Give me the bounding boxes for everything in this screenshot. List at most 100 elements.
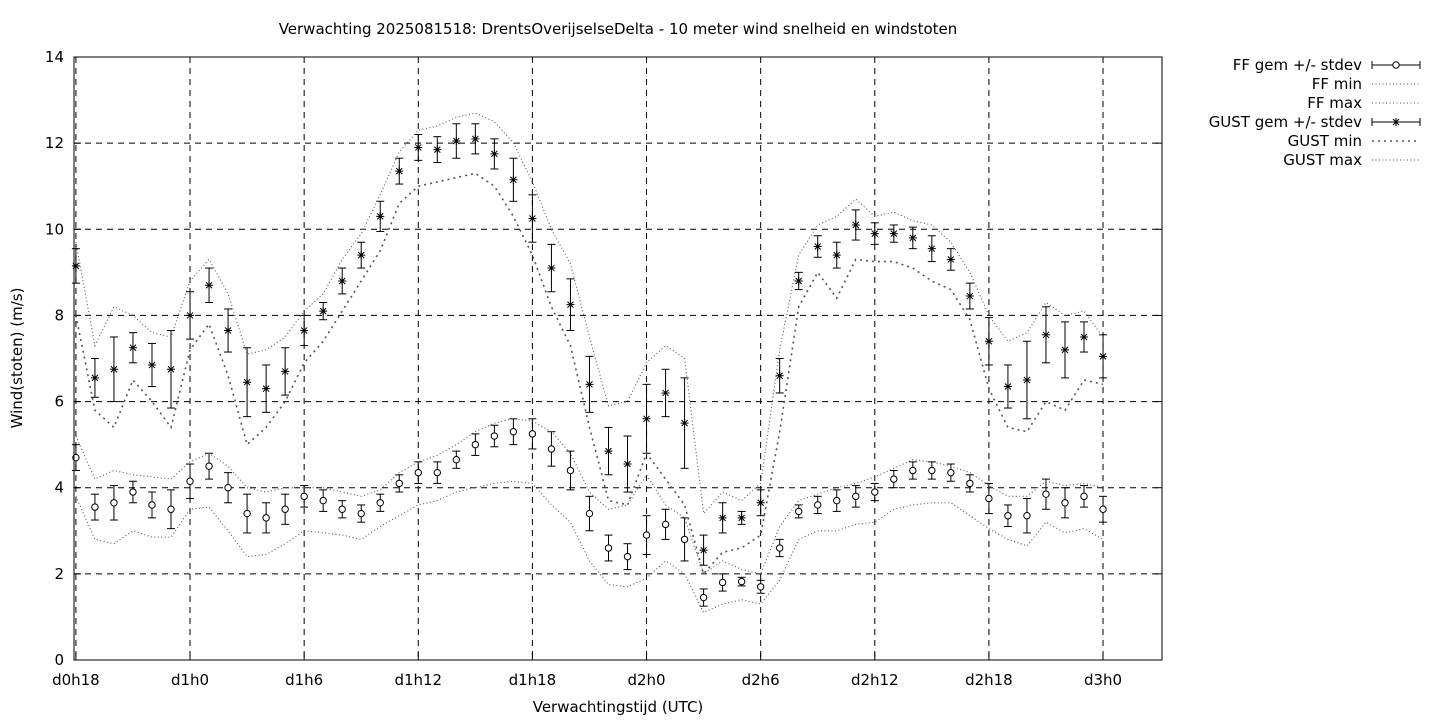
data-point-circle: [890, 475, 898, 483]
data-point-circle: [433, 468, 442, 477]
x-tick-label: d2h0: [627, 671, 665, 689]
data-point-circle: [319, 496, 327, 505]
data-point-star: [737, 513, 746, 522]
data-point-circle: [604, 544, 613, 552]
x-tick-label: d2h12: [851, 671, 899, 689]
data-point-star: [756, 498, 765, 507]
x-tick-label: d2h18: [965, 671, 1013, 689]
series-gust-min: [75, 172, 1104, 576]
data-point-star: [90, 373, 99, 382]
data-point-circle: [357, 509, 365, 518]
data-point-circle: [680, 535, 689, 544]
data-point-circle: [928, 466, 936, 475]
data-point-star: [528, 214, 537, 223]
data-point-circle: [966, 479, 974, 488]
axes: 0 2 4 6 8 10 12 14 d0h18 d1h0 d1h6 d1h12 d1h18 d2h0 d2…: [45, 48, 1162, 689]
data-point-circle: [814, 501, 822, 509]
x-tick-label: d1h18: [509, 671, 557, 689]
data-point-circle: [509, 428, 518, 436]
data-point-circle: [91, 503, 99, 511]
data-point-star: [128, 343, 137, 352]
data-point-circle: [490, 432, 499, 440]
data-point-circle: [129, 488, 137, 496]
data-point-star: [794, 276, 803, 285]
data-point-circle: [947, 468, 955, 477]
data-point-star: [109, 365, 118, 374]
legend-label: GUST max: [1283, 151, 1362, 169]
data-point-circle: [1080, 492, 1088, 501]
y-tick-label: 14: [45, 48, 64, 66]
data-point-star: [832, 251, 841, 260]
data-point-star: [851, 220, 860, 229]
data-point-star: [984, 337, 993, 346]
data-point-circle: [148, 501, 156, 509]
x-tick-label: d1h12: [394, 671, 442, 689]
data-point-circle: [718, 578, 727, 587]
data-point-circle: [775, 544, 784, 552]
data-point-star: [357, 251, 366, 260]
data-point-star: [965, 292, 974, 301]
data-point-circle: [1004, 512, 1012, 520]
data-point-circle: [1042, 490, 1050, 498]
data-point-star: [262, 384, 271, 393]
data-point-star: [186, 311, 195, 320]
legend-sample-circle: [1392, 61, 1400, 69]
data-point-circle: [1099, 505, 1107, 513]
data-point-circle: [262, 514, 270, 522]
data-point-star: [946, 255, 955, 264]
series-gust-gem-stdev: [71, 123, 1108, 566]
data-point-star: [490, 149, 499, 158]
data-point-star: [147, 360, 156, 369]
data-point-circle: [376, 499, 384, 507]
data-point-circle: [737, 577, 746, 586]
data-point-star: [870, 229, 879, 238]
data-point-star: [224, 326, 233, 335]
data-point-circle: [186, 477, 194, 485]
series-ff-max: [75, 418, 1104, 575]
data-point-star: [319, 307, 328, 316]
data-point-circle: [528, 430, 537, 438]
legend-sample-star: [1392, 118, 1400, 126]
series-line: [75, 172, 1104, 576]
data-point-circle: [1023, 512, 1031, 520]
y-tick-label: 0: [54, 651, 64, 669]
data-point-star: [547, 264, 556, 273]
data-point-star: [889, 229, 898, 238]
chart-title: Verwachting 2025081518: DrentsOverijsels…: [279, 20, 958, 38]
x-tick-label: d2h6: [742, 671, 780, 689]
x-tick-label: d1h6: [285, 671, 323, 689]
data-point-circle: [756, 583, 765, 591]
data-point-star: [414, 143, 423, 152]
data-point-circle: [566, 466, 575, 475]
legend-label: FF gem +/- stdev: [1233, 56, 1362, 74]
data-point-circle: [623, 552, 632, 561]
data-point-star: [452, 136, 461, 145]
legend-label: GUST min: [1288, 132, 1362, 150]
data-point-circle: [985, 494, 993, 503]
data-point-star: [1060, 345, 1069, 354]
legend-label: FF max: [1307, 94, 1362, 112]
data-point-star: [205, 281, 214, 290]
data-point-circle: [452, 456, 461, 464]
data-point-star: [243, 378, 252, 387]
data-point-circle: [300, 492, 308, 501]
data-point-circle: [395, 479, 403, 488]
data-point-star: [699, 546, 708, 555]
data-point-circle: [661, 520, 670, 529]
data-point-star: [471, 134, 480, 143]
data-point-circle: [642, 531, 651, 539]
data-point-star: [1080, 332, 1089, 341]
data-point-star: [642, 414, 651, 423]
data-point-star: [1003, 382, 1012, 391]
data-point-circle: [909, 466, 917, 475]
plot-frame: [73, 56, 1163, 661]
data-point-star: [680, 419, 689, 428]
data-point-circle: [224, 484, 232, 492]
data-point-circle: [1061, 499, 1069, 507]
data-point-star: [623, 460, 632, 469]
data-point-circle: [281, 505, 289, 513]
data-series: [71, 112, 1108, 614]
